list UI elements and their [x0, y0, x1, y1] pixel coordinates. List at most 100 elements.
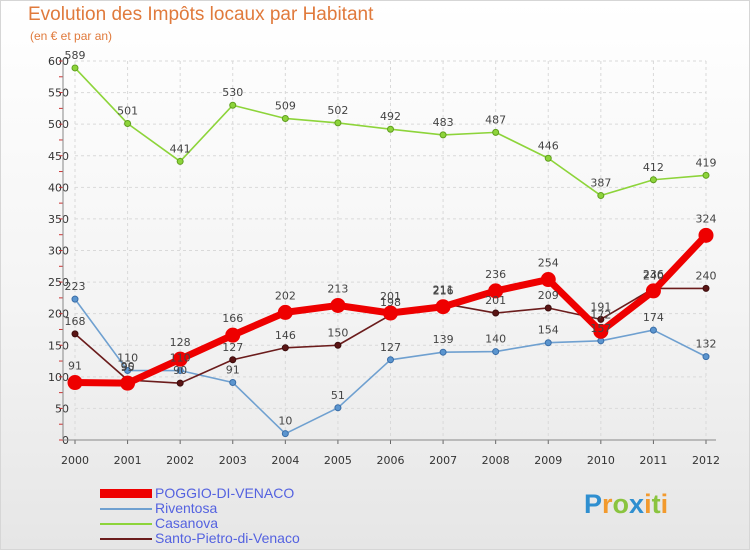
data-point-casanova	[124, 120, 132, 128]
data-point-riventosa	[492, 348, 500, 356]
data-label-casanova: 501	[117, 105, 138, 118]
data-point-casanova	[597, 192, 605, 200]
data-point-santo-pietro	[544, 304, 552, 312]
logo-letter: o	[612, 489, 630, 519]
data-label-poggio: 236	[485, 268, 506, 281]
x-tick-label: 2000	[61, 454, 89, 467]
data-label-casanova: 589	[65, 49, 86, 62]
x-tick-label: 2011	[639, 454, 667, 467]
data-point-casanova	[544, 154, 552, 162]
data-label-santo-pietro: 198	[380, 296, 401, 309]
x-tick-label: 2008	[482, 454, 510, 467]
data-label-santo-pietro: 95	[121, 361, 135, 374]
data-point-riventosa	[702, 353, 710, 361]
proxiti-logo: Proxiti	[584, 489, 668, 520]
data-label-poggio: 202	[275, 289, 296, 302]
data-point-santo-pietro	[176, 379, 184, 387]
data-point-poggio	[645, 283, 661, 299]
data-label-riventosa: 127	[380, 341, 401, 354]
data-point-santo-pietro	[229, 356, 237, 364]
data-label-riventosa: 10	[278, 415, 292, 428]
data-label-poggio: 166	[222, 312, 243, 325]
data-point-santo-pietro	[71, 330, 79, 338]
data-label-casanova: 492	[380, 110, 401, 123]
x-tick-label: 2004	[271, 454, 299, 467]
data-label-riventosa: 51	[331, 389, 345, 402]
logo-letter: r	[602, 489, 613, 519]
data-label-casanova: 487	[485, 113, 506, 126]
data-point-riventosa	[387, 356, 394, 364]
data-label-riventosa: 157	[590, 322, 611, 335]
data-point-casanova	[281, 114, 289, 122]
data-label-santo-pietro: 150	[327, 326, 348, 339]
data-point-santo-pietro	[702, 284, 710, 292]
x-tick-label: 2007	[429, 454, 457, 467]
data-label-santo-pietro: 216	[433, 285, 454, 298]
data-label-riventosa: 174	[643, 311, 664, 324]
data-point-poggio	[540, 272, 556, 288]
y-tick-label: 550	[48, 87, 69, 100]
data-label-poggio: 201	[380, 290, 401, 303]
data-point-riventosa	[176, 367, 184, 375]
data-label-casanova: 530	[222, 86, 243, 99]
data-label-riventosa: 154	[538, 324, 559, 337]
data-point-casanova	[71, 64, 79, 72]
data-point-poggio	[593, 323, 609, 339]
data-point-riventosa	[124, 367, 132, 375]
logo-letter: t	[651, 489, 661, 519]
legend-label-poggio: POGGIO-DI-VENACO	[155, 485, 295, 501]
data-point-santo-pietro	[281, 344, 289, 352]
data-label-poggio: 91	[68, 360, 82, 373]
data-label-riventosa: 110	[170, 352, 191, 365]
data-label-poggio: 324	[696, 212, 717, 225]
data-label-riventosa: 132	[696, 338, 717, 351]
data-label-casanova: 483	[433, 116, 454, 129]
x-tick-label: 2010	[587, 454, 615, 467]
data-label-santo-pietro: 90	[173, 364, 187, 377]
chart-subtitle: (en € et par an)	[30, 29, 113, 43]
data-point-poggio	[698, 227, 714, 243]
data-point-casanova	[649, 176, 657, 184]
logo-letter: i	[660, 489, 669, 519]
data-point-santo-pietro	[492, 309, 500, 317]
data-labels: 589 501 441 530 509 502 492 483 487 446 387 412 419 2…	[65, 49, 717, 428]
data-point-riventosa	[281, 430, 289, 438]
logo-letter: i	[644, 489, 652, 519]
data-point-poggio	[383, 305, 398, 321]
data-point-poggio	[172, 351, 188, 367]
legend-label-riventosa: Riventosa	[155, 500, 218, 516]
data-point-riventosa	[334, 404, 342, 412]
data-point-riventosa	[229, 379, 237, 387]
data-point-poggio	[225, 327, 241, 343]
y-tick-label: 600	[48, 55, 69, 68]
x-tick-label: 2012	[692, 454, 720, 467]
data-label-casanova: 387	[590, 177, 611, 190]
logo-letter: P	[584, 489, 603, 519]
data-label-poggio: 213	[327, 282, 348, 295]
axes: 0501001502002503003504004505005506002000…	[48, 55, 720, 467]
data-label-casanova: 509	[275, 99, 296, 112]
data-label-santo-pietro: 240	[643, 269, 664, 282]
legend-label-santo-pietro: Santo-Pietro-di-Venaco	[155, 530, 300, 546]
data-label-santo-pietro: 168	[65, 315, 86, 328]
data-point-casanova	[702, 171, 710, 179]
chart-title: Evolution des Impôts locaux par Habitant	[28, 4, 374, 25]
data-label-riventosa: 223	[65, 280, 86, 293]
x-tick-label: 2001	[114, 454, 142, 467]
data-label-casanova: 441	[170, 142, 191, 155]
legend-swatch-riventosa	[100, 508, 152, 510]
data-point-casanova	[229, 101, 237, 109]
x-tick-label: 2002	[166, 454, 194, 467]
legend-swatch-casanova	[100, 523, 152, 525]
data-label-poggio: 90	[121, 360, 135, 373]
data-label-poggio: 172	[590, 308, 611, 321]
data-label-riventosa: 140	[485, 333, 506, 346]
data-point-riventosa	[71, 295, 79, 303]
logo-letter: x	[629, 489, 645, 519]
data-point-poggio	[488, 283, 504, 299]
y-tick-label: 350	[48, 213, 69, 226]
data-label-riventosa: 91	[226, 364, 240, 377]
data-label-santo-pietro: 146	[275, 329, 296, 342]
data-point-casanova	[334, 119, 342, 127]
